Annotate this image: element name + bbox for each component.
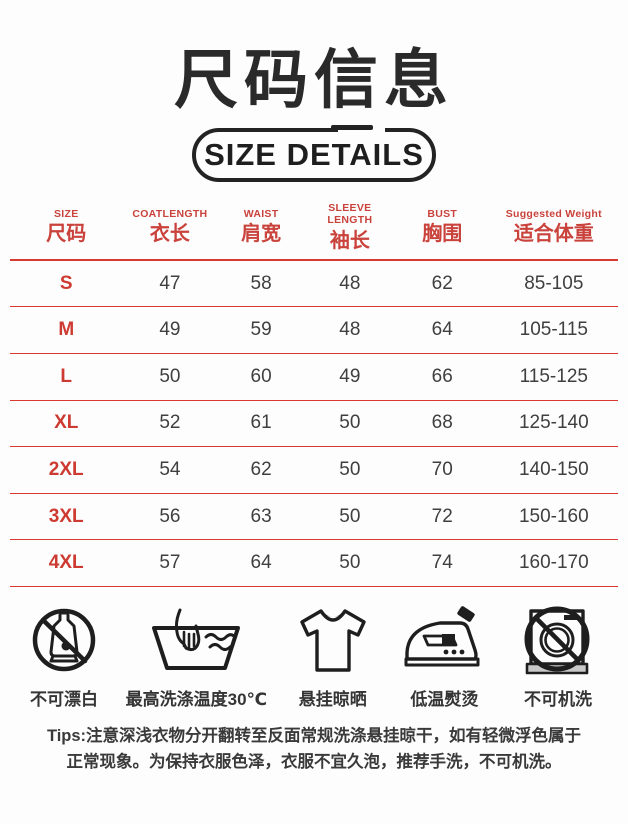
size-value: 160-170 (518, 552, 589, 574)
size-value: 140-150 (518, 458, 589, 480)
column-header-zh: 胸围 (422, 223, 463, 246)
column-header-zh: 衣长 (149, 223, 190, 246)
low-temp-iron-icon (398, 603, 490, 681)
column-header-en: Suggested Weight (505, 207, 602, 220)
table-row: L 50 60 49 66 115-125 (10, 354, 618, 401)
page-title: 尺码信息 (174, 44, 454, 116)
size-value: 63 (250, 505, 272, 527)
care-item: 低温熨烫 (398, 603, 490, 710)
size-value: 48 (339, 319, 361, 341)
no-machine-wash-icon (514, 603, 602, 681)
column-header: SIZE 尺码 (10, 208, 122, 247)
size-label: M (58, 319, 75, 341)
table-row: 4XL 57 64 50 74 160-170 (10, 540, 618, 587)
table-row: S 47 58 48 62 85-105 (10, 261, 618, 308)
care-item-label: 最高洗涤温度30℃ (125, 689, 268, 709)
size-label: 4XL (48, 552, 84, 574)
pill-border-dash (330, 124, 373, 130)
column-header-en: SIZE (53, 207, 79, 220)
care-item: 不可机洗 (514, 603, 602, 710)
size-label: XL (54, 412, 79, 434)
size-value: 50 (339, 458, 361, 480)
size-value: 50 (159, 365, 181, 387)
table-row: 2XL 54 62 50 70 140-150 (10, 447, 618, 494)
care-item-label: 不可机洗 (524, 689, 592, 709)
size-table-body: S 47 58 48 62 85-105 M 49 59 48 64 105-115 L 50 60 49 66… (10, 261, 618, 587)
size-value: 57 (159, 552, 181, 574)
size-value: 64 (250, 552, 272, 574)
size-value: 59 (250, 319, 272, 341)
size-value: 49 (159, 319, 181, 341)
pill-border-gap (337, 127, 385, 132)
size-value: 54 (159, 458, 181, 480)
size-value: 48 (339, 272, 361, 294)
size-value: 72 (431, 505, 453, 527)
header-divider (10, 258, 618, 261)
column-header: COATLENGTH 衣长 (122, 208, 217, 247)
size-value: 50 (339, 505, 361, 527)
size-value: 150-160 (518, 505, 589, 527)
column-header-zh: 适合体重 (513, 223, 594, 246)
size-value: 85-105 (524, 272, 584, 294)
size-table: SIZE 尺码 COATLENGTH 衣长 WAIST 肩宽 SLEEVE LENGTH 袖长… (10, 202, 618, 587)
size-value: 50 (339, 552, 361, 574)
care-tips-text: Tips:注意深浅衣物分开翻转至反面常规洗涤悬挂晾干，如有轻微浮色属于正常现象。… (46, 726, 582, 771)
care-instructions: 不可漂白 最高洗涤温度30℃ 悬挂晾晒 低温熨烫 不可机洗 (26, 603, 602, 710)
column-header: BUST 胸围 (395, 208, 490, 247)
column-header: WAIST 肩宽 (217, 208, 305, 247)
size-value: 50 (339, 412, 361, 434)
size-value: 56 (159, 505, 181, 527)
size-value: 68 (431, 412, 453, 434)
care-item-label: 悬挂晾晒 (298, 689, 367, 709)
size-value: 58 (250, 272, 272, 294)
size-value: 105-115 (519, 319, 588, 341)
size-value: 115-125 (519, 365, 588, 387)
size-label: L (60, 365, 73, 387)
size-value: 62 (250, 458, 272, 480)
size-value: 61 (250, 412, 272, 434)
size-value: 64 (431, 319, 453, 341)
size-value: 62 (431, 272, 453, 294)
table-row: XL 52 61 50 68 125-140 (10, 401, 618, 448)
care-item-label: 低温熨烫 (410, 689, 479, 709)
column-header-en: BUST (427, 207, 458, 220)
size-chart-page: 尺码信息 SIZE DETAILS SIZE 尺码 COATLENGTH 衣长 WAIS… (0, 44, 628, 824)
column-header: SLEEVE LENGTH 袖长 (305, 202, 395, 253)
size-value: 47 (159, 272, 181, 294)
column-header-en: WAIST (243, 207, 279, 220)
size-label: 2XL (48, 458, 84, 480)
table-row: M 49 59 48 64 105-115 (10, 307, 618, 354)
column-header-zh: 袖长 (329, 229, 370, 252)
column-header-zh: 尺码 (46, 223, 87, 246)
page-subtitle: SIZE DETAILS (204, 136, 424, 172)
table-row: 3XL 56 63 50 72 150-160 (10, 494, 618, 541)
size-value: 66 (431, 365, 453, 387)
size-value: 49 (339, 365, 361, 387)
care-item-label: 不可漂白 (30, 689, 98, 709)
column-header: Suggested Weight 适合体重 (490, 208, 618, 247)
column-header-en: COATLENGTH (132, 207, 208, 220)
hang-dry-icon (291, 603, 375, 681)
care-item: 悬挂晾晒 (291, 603, 375, 710)
no-bleach-icon (26, 603, 102, 681)
column-header-zh: 肩宽 (241, 223, 282, 246)
size-value: 60 (250, 365, 272, 387)
care-item: 最高洗涤温度30℃ (125, 603, 268, 710)
care-item: 不可漂白 (26, 603, 102, 710)
size-value: 125-140 (518, 412, 589, 434)
subtitle-wrap: SIZE DETAILS (0, 124, 628, 182)
subtitle-pill: SIZE DETAILS (192, 124, 436, 182)
size-table-header: SIZE 尺码 COATLENGTH 衣长 WAIST 肩宽 SLEEVE LENGTH 袖长… (10, 202, 618, 259)
size-label: 3XL (48, 505, 84, 527)
size-label: S (59, 272, 73, 294)
size-value: 70 (431, 458, 453, 480)
size-value: 74 (431, 552, 453, 574)
column-header-en: SLEEVE LENGTH (327, 201, 373, 227)
size-value: 52 (159, 412, 181, 434)
hand-wash-30-icon (146, 603, 246, 681)
